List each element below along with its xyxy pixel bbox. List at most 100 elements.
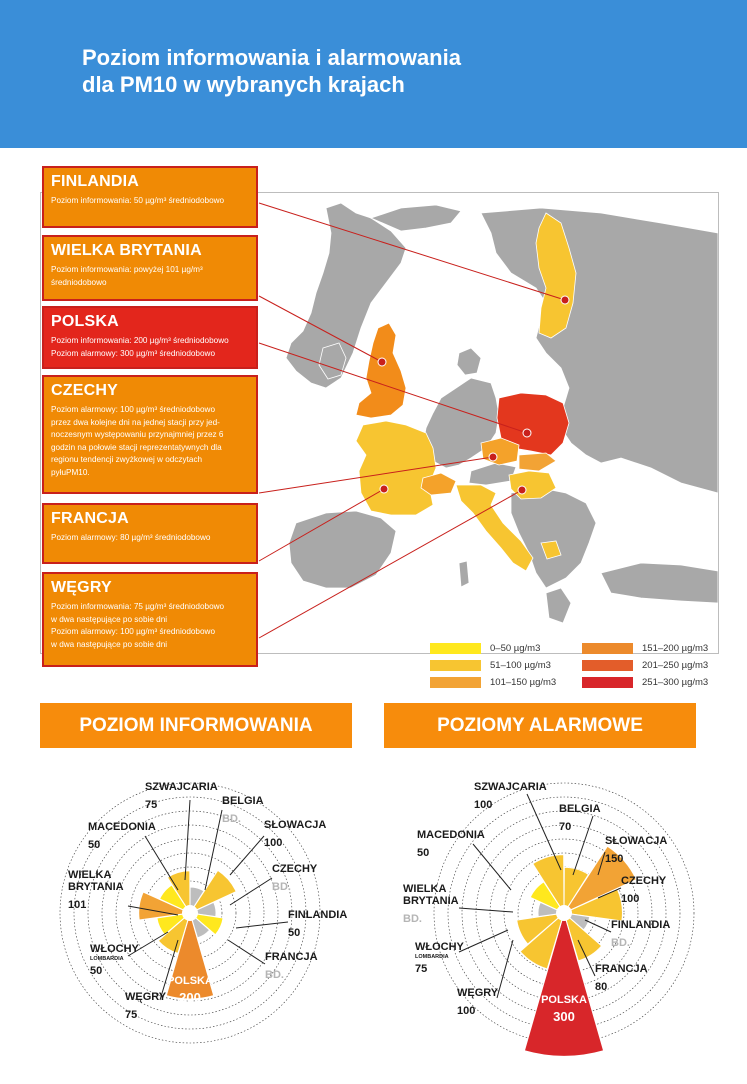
slovakia-shape — [518, 452, 557, 472]
wedge-slowacja — [188, 869, 237, 915]
iberia-shape — [288, 510, 397, 589]
banner-poziomy-alarmowe: POZIOMY ALARMOWE — [384, 703, 696, 748]
dot-finlandia — [560, 295, 570, 305]
leader-line — [144, 835, 179, 891]
label-value: 75 — [415, 963, 427, 975]
balkans-shape — [510, 487, 597, 589]
label-name: BELGIA — [559, 803, 601, 815]
leader-line — [235, 921, 289, 929]
radar-center — [556, 905, 572, 921]
connector-francja — [258, 488, 385, 562]
legend-swatch — [430, 660, 481, 671]
wedge-finlandia — [188, 912, 224, 936]
label-francja: FRANCJA 80 — [577, 939, 648, 993]
dot-czechy — [488, 452, 498, 462]
box-line: Poziom alarmowy: 300 µg/m³ średniodobowo — [51, 348, 215, 358]
wedge-macedonia — [158, 884, 192, 915]
label-value: BD. — [265, 969, 284, 981]
title-line-2: dla PM10 w wybranych krajach — [82, 72, 405, 97]
label-czechy: CZECHY 100 — [597, 875, 667, 905]
label-name: WŁOCHY — [90, 943, 140, 955]
radar-ring — [73, 796, 307, 1030]
label-polska: POLSKA 300 — [541, 994, 587, 1024]
label-name: MACEDONIA — [88, 821, 156, 833]
wedge-macedonia — [529, 881, 566, 915]
label-name: POLSKA — [167, 975, 213, 987]
label-name: BRYTANIA — [403, 895, 459, 907]
label-name: CZECHY — [621, 875, 667, 887]
leader-line — [184, 799, 191, 881]
label-value: 100 — [621, 893, 639, 905]
box-line: Poziom alarmowy: 100 µg/m³ średniodobowo — [51, 627, 215, 637]
info-box-francja: FRANCJA Poziom alarmowy: 80 µg/m³ średni… — [42, 503, 258, 564]
radar-chart-informowania: SZWAJCARIA 75 BELGIA BD. SŁOWACJA 100 CZECHY BD… — [59, 781, 347, 1044]
label-macedonia: MACEDONIA 50 — [417, 829, 512, 891]
label-name: WIELKA — [403, 883, 446, 895]
leader-line — [597, 887, 622, 899]
label-value: 50 — [288, 927, 300, 939]
header-banner: Poziom informowania i alarmowania dla PM… — [0, 0, 747, 148]
box-text: Poziom informowania: 75 µg/m³ średniodob… — [51, 601, 256, 651]
box-text: Poziom alarmowy: 80 µg/m³ średniodobowo — [51, 532, 256, 545]
radar-chart-alarmowe: SZWAJCARIA 100 BELGIA 70 SŁOWACJA 150 CZECHY 10… — [403, 781, 695, 1057]
label-name: SZWAJCARIA — [474, 781, 547, 793]
box-line: Poziom alarmowy: 80 µg/m³ średniodobowo — [51, 533, 211, 542]
label-name: SŁOWACJA — [264, 819, 326, 831]
label-value: 80 — [595, 981, 607, 993]
label-name: MACEDONIA — [417, 829, 485, 841]
connector-czechy — [258, 456, 494, 494]
uk-shape — [355, 322, 407, 419]
info-box-wielka-brytania: WIELKA BRYTANIA Poziom informowania: pow… — [42, 235, 258, 301]
radar-ring — [503, 852, 625, 974]
wedge-wielka-brytania — [138, 891, 192, 921]
leader-line — [159, 939, 179, 1001]
box-text: Poziom informowania: powyżej 101 µg/m³ ś… — [51, 264, 256, 289]
dot-wegry — [517, 485, 527, 495]
label-finlandia: FINLANDIA 50 — [235, 909, 347, 939]
wedge-szwajcaria — [532, 854, 565, 915]
box-country: FRANCJA — [51, 510, 129, 527]
label-slowacja: SŁOWACJA 150 — [597, 835, 667, 876]
legend-swatch — [582, 660, 633, 671]
page-title: Poziom informowania i alarmowania dla PM… — [82, 44, 702, 98]
box-country: CZECHY — [51, 382, 118, 399]
label-szwajcaria: SZWAJCARIA 100 — [474, 781, 562, 871]
label-value: 101 — [68, 899, 86, 911]
label-name: FINLANDIA — [611, 919, 670, 931]
box-line: w dwa następujące po sobie dni — [51, 614, 168, 624]
leader-line — [572, 815, 594, 876]
box-country: POLSKA — [51, 313, 119, 330]
label-value: 75 — [145, 799, 157, 811]
box-country: FINLANDIA — [51, 173, 140, 190]
box-line: w dwa następujące po sobie dni — [51, 639, 168, 649]
box-line: Poziom alarmowy: 100 µg/m³ średniodobowo — [51, 405, 215, 414]
wedge-polska — [523, 911, 605, 1057]
banner-poziom-informowania: POZIOM INFORMOWANIA — [40, 703, 352, 748]
sardinia-shape — [458, 560, 470, 588]
label-name: SZWAJCARIA — [145, 781, 218, 793]
label-value: 100 — [474, 799, 492, 811]
box-line: Poziom informowania: 200 µg/m³ średniodo… — [51, 336, 229, 345]
legend-label: 101–150 µg/m3 — [490, 677, 557, 688]
label-name: BELGIA — [222, 795, 264, 807]
label-wegry: WĘGRY 75 — [125, 939, 179, 1021]
radar-ring — [129, 852, 251, 974]
label-name: FRANCJA — [595, 963, 648, 975]
leader-line — [458, 907, 514, 913]
leader-line — [526, 793, 562, 871]
wedge-francja — [563, 911, 603, 962]
title-line-1: Poziom informowania i alarmowania — [82, 45, 461, 70]
turkey-shape — [600, 562, 718, 604]
legend-swatch — [582, 643, 633, 654]
info-box-wegry: WĘGRY Poziom informowania: 75 µg/m³ śred… — [42, 572, 258, 667]
leader-line — [458, 929, 509, 953]
label-name: FRANCJA — [265, 951, 318, 963]
legend-label: 151–200 µg/m3 — [642, 643, 709, 654]
label-name: WĘGRY — [457, 987, 499, 999]
leader-line — [472, 843, 512, 891]
label-value: 300 — [553, 1009, 575, 1024]
greece-shape — [545, 587, 572, 624]
label-czechy: CZECHY BD. — [229, 863, 318, 906]
